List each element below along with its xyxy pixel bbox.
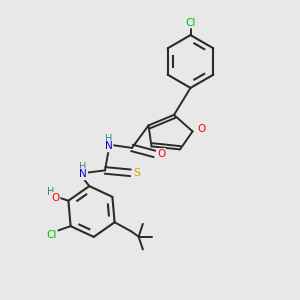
- Text: O: O: [157, 149, 165, 159]
- Text: N: N: [79, 169, 87, 179]
- Text: Cl: Cl: [185, 17, 196, 28]
- Text: O: O: [51, 193, 60, 203]
- Text: S: S: [134, 168, 141, 178]
- Text: Cl: Cl: [46, 230, 57, 240]
- Text: H: H: [47, 187, 54, 197]
- Text: O: O: [197, 124, 206, 134]
- Text: N: N: [105, 141, 112, 152]
- Text: H: H: [105, 134, 112, 145]
- Text: H: H: [80, 162, 87, 172]
